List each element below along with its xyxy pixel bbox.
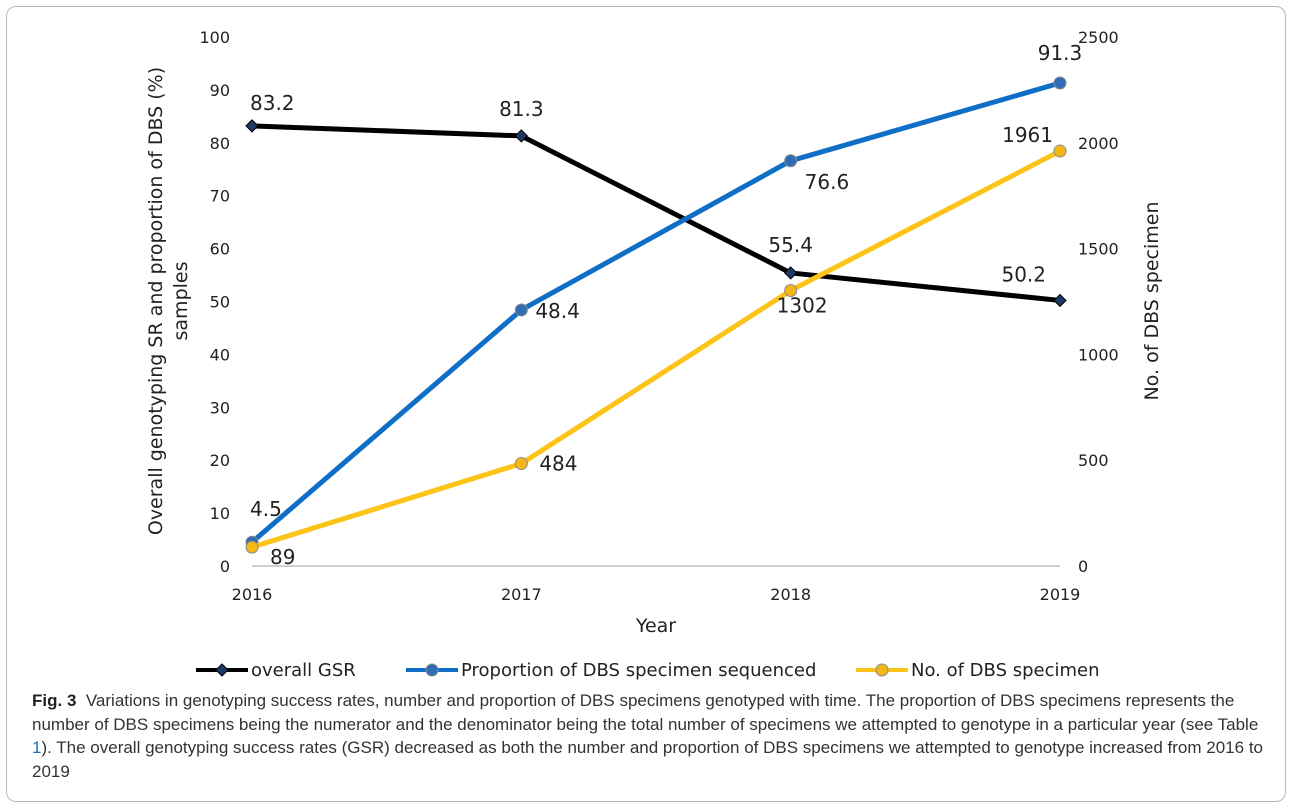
- legend-circle-marker: [425, 663, 439, 677]
- data-point-diamond: [1053, 293, 1067, 308]
- figure-frame: [6, 6, 1286, 802]
- left-y-tick-label: 40: [210, 345, 230, 364]
- data-label-layer: 83.2 81.3 55.4 50.2 4.5 48.4 76.6 91.3 89 484 1302…: [250, 41, 1082, 569]
- data-point-circle: [1053, 76, 1067, 90]
- legend-diamond-marker: [215, 663, 229, 677]
- legend-item-proportion: Proportion of DBS specimen sequenced: [406, 660, 816, 681]
- table-reference-link[interactable]: 1: [32, 738, 42, 757]
- data-label: 76.6: [805, 170, 850, 194]
- x-axis-ticks: 2016 2017 2018 2019: [232, 585, 1081, 604]
- x-tick-label: 2017: [501, 585, 542, 604]
- data-point-circle: [514, 303, 528, 317]
- series-line: [251, 123, 1061, 303]
- left-y-axis-title-line-2: samples: [170, 262, 192, 341]
- data-point-circle: [784, 283, 798, 297]
- data-label: 89: [270, 545, 295, 569]
- data-point-diamond: [245, 119, 259, 133]
- data-point-diamond: [783, 266, 798, 280]
- left-y-tick-label: 90: [210, 81, 230, 100]
- series-0: [245, 119, 1067, 308]
- left-y-tick-label: 60: [210, 240, 230, 259]
- right-y-tick-label: 2000: [1078, 134, 1119, 153]
- data-label: 48.4: [535, 299, 580, 323]
- legend-item-dbs-count: No. of DBS specimen: [856, 660, 1100, 681]
- data-point-diamond: [514, 129, 529, 143]
- legend-circle-marker: [875, 663, 889, 677]
- series-line: [251, 148, 1062, 550]
- x-tick-label: 2016: [232, 585, 273, 604]
- legend-item-overall-gsr: overall GSR: [196, 660, 356, 681]
- left-y-tick-label: 10: [210, 504, 230, 523]
- left-y-axis-title: Overall genotyping SR and proportion of …: [145, 67, 192, 535]
- x-tick-label: 2018: [770, 585, 811, 604]
- figure-label: Fig. 3: [32, 691, 77, 710]
- right-y-tick-label: 2500: [1078, 28, 1119, 47]
- right-y-axis-title: No. of DBS specimen: [1141, 202, 1163, 401]
- series-2: [245, 144, 1067, 554]
- data-point-circle: [245, 540, 259, 554]
- legend-label-proportion: Proportion of DBS specimen sequenced: [461, 660, 816, 681]
- left-y-tick-label: 80: [210, 134, 230, 153]
- left-y-tick-label: 20: [210, 451, 230, 470]
- legend-label-overall-gsr: overall GSR: [251, 660, 356, 681]
- left-y-axis-ticks: 0 10 20 30 40 50 60 70 80 90 100: [199, 28, 230, 576]
- caption-text-part-1: Variations in genotyping success rates, …: [32, 691, 1259, 734]
- data-point-circle: [1053, 144, 1067, 158]
- right-y-tick-label: 1000: [1078, 345, 1119, 364]
- right-y-tick-label: 1500: [1078, 240, 1119, 259]
- caption-text-part-2: ). The overall genotyping success rates …: [32, 738, 1263, 781]
- data-label: 1961: [1002, 123, 1053, 147]
- series-line: [250, 80, 1061, 545]
- data-point-circle: [784, 154, 798, 168]
- left-y-axis-title-line-1: Overall genotyping SR and proportion of …: [145, 67, 167, 535]
- data-label: 484: [539, 452, 577, 476]
- right-y-tick-label: 500: [1078, 451, 1109, 470]
- x-tick-label: 2019: [1040, 585, 1081, 604]
- data-label: 50.2: [1001, 262, 1046, 286]
- data-label: 1302: [777, 293, 828, 317]
- right-y-tick-label: 0: [1078, 557, 1088, 576]
- right-y-axis-ticks: 0 500 1000 1500 2000 2500: [1078, 28, 1119, 576]
- data-label: 4.5: [250, 497, 282, 521]
- data-point-circle: [514, 457, 528, 471]
- legend-label-dbs-count: No. of DBS specimen: [911, 660, 1100, 681]
- left-y-tick-label: 0: [220, 557, 230, 576]
- data-label: 55.4: [768, 233, 813, 257]
- series-1: [245, 76, 1067, 549]
- series-layer: [245, 76, 1067, 554]
- left-y-tick-label: 30: [210, 398, 230, 417]
- left-y-tick-label: 50: [210, 293, 230, 312]
- left-y-tick-label: 100: [199, 28, 230, 47]
- legend: overall GSR Proportion of DBS specimen s…: [196, 660, 1100, 681]
- x-axis-title: Year: [635, 615, 676, 637]
- left-y-tick-label: 70: [210, 187, 230, 206]
- data-label: 81.3: [499, 97, 544, 121]
- data-label: 83.2: [250, 91, 295, 115]
- chart: 0 10 20 30 40 50 60 70 80 90 100 0 500 1000 1500 2000 2…: [145, 28, 1163, 681]
- data-label: 91.3: [1038, 41, 1083, 65]
- figure-caption: Fig. 3 Variations in genotyping success …: [32, 689, 1267, 783]
